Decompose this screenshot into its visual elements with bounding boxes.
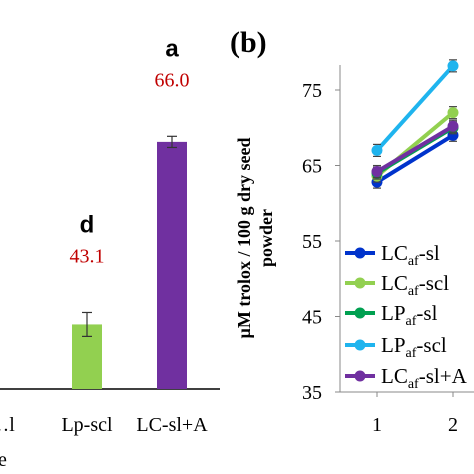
series-point [371, 144, 383, 156]
legend-entry: LCaf-sl+A [381, 364, 468, 392]
y-tick-label: 35 [302, 382, 322, 404]
panel-label-b: (b) [230, 26, 267, 59]
x-tick-label: 2 [448, 414, 458, 436]
series-point [447, 107, 459, 119]
legend-entry-base: LC [381, 364, 408, 388]
legend-entry-base: LP [381, 301, 406, 325]
bar-chart-x-tick-labels: …l Lp-scl LC-sl+A [0, 414, 208, 436]
bar-chart-xlabel-fragment: e [0, 449, 7, 471]
legend-entry-suffix: -sl [416, 301, 437, 325]
bar-value-label: 43.1 [70, 245, 105, 267]
significance-letter: d [80, 211, 95, 238]
legend-swatch-marker [354, 339, 366, 351]
bar-x-tick-label: Lp-scl [61, 414, 113, 436]
series-line [375, 64, 455, 152]
bar-value-label: 66.0 [155, 69, 190, 91]
series-point [447, 60, 459, 72]
series-line [375, 133, 455, 184]
legend-entry-subscript: af [408, 284, 419, 299]
y-tick-label: 55 [302, 231, 322, 253]
legend-entry-suffix: -scl [419, 271, 449, 295]
legend-entry-suffix: -sl+A [419, 364, 468, 388]
legend-entry-suffix: -sl [419, 241, 440, 265]
line-chart-series [371, 59, 459, 189]
legend-entry-base: LC [381, 271, 408, 295]
y-axis-title-line-1: µM trolox / 100 g dry seed [234, 137, 254, 338]
bar-x-tick-label: …l [0, 414, 15, 436]
line-chart-panel: (b) µM trolox / 100 g dry seed powder 75… [230, 26, 474, 436]
legend-entry-base: LC [381, 241, 408, 265]
y-axis-title-line-2: powder [256, 209, 276, 267]
legend-entry: LPaf-scl [381, 333, 447, 361]
series-line [375, 124, 455, 174]
legend-entry-subscript: af [408, 254, 419, 269]
legend-entry-subscript: af [406, 346, 417, 361]
legend-swatch-marker [354, 370, 366, 382]
legend-entry: LPaf-sl [381, 301, 438, 329]
line-chart-y-tick-labels: 75 65 55 45 35 [302, 80, 340, 404]
legend-entry-suffix: -scl [416, 333, 446, 357]
bar-x-tick-label: LC-sl+A [136, 414, 208, 436]
significance-letter: a [165, 35, 179, 62]
legend-entry: LCaf-sl [381, 241, 440, 269]
legend-swatch-marker [354, 307, 366, 319]
bar-chart-panel: 43.1 d 66.0 a …l Lp-scl LC-sl+A e [0, 35, 220, 471]
y-tick-label: 65 [302, 156, 322, 178]
legend-entry-base: LP [381, 333, 406, 357]
series-point [371, 166, 383, 178]
y-axis-title: µM trolox / 100 g dry seed powder [234, 137, 276, 338]
y-tick-label: 75 [302, 80, 322, 102]
series-point [447, 120, 459, 132]
bar-chart-marks: 43.1 d 66.0 a [70, 35, 190, 389]
legend-swatch-marker [354, 247, 366, 259]
legend-entry: LCaf-scl [381, 271, 449, 299]
legend-entry-subscript: af [408, 377, 419, 392]
x-tick-label: 1 [372, 414, 382, 436]
legend-entry-subscript: af [406, 314, 417, 329]
legend-swatch-marker [354, 277, 366, 289]
y-tick-label: 45 [302, 307, 322, 329]
bar [157, 141, 187, 389]
